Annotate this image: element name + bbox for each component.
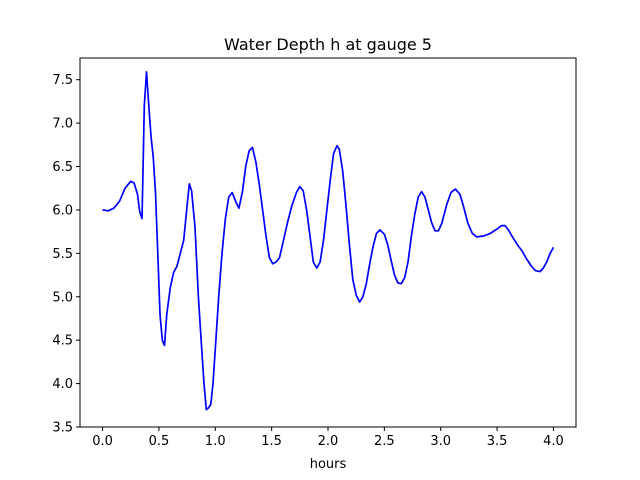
x-tick-label: 1.5 <box>261 434 282 449</box>
y-tick-label: 6.5 <box>52 160 73 175</box>
x-tick-label: 1.0 <box>205 434 226 449</box>
y-tick-label: 4.5 <box>52 334 73 349</box>
series-line <box>102 71 555 411</box>
x-tick-label: 0.0 <box>92 434 113 449</box>
x-axis: 0.0 0.5 1.0 1.5 2.0 2.5 3.0 3.5 4.0 <box>92 427 564 449</box>
y-tick-label: 7.0 <box>52 117 73 132</box>
x-tick-label: 2.5 <box>374 434 395 449</box>
x-tick-label: 3.0 <box>430 434 451 449</box>
y-tick-label: 5.5 <box>52 247 73 262</box>
x-axis-label: hours <box>310 457 347 472</box>
x-tick-label: 4.0 <box>543 434 564 449</box>
y-tick-label: 7.5 <box>52 73 73 88</box>
y-axis: 3.5 4.0 4.5 5.0 5.5 6.0 6.5 7.0 7.5 <box>52 73 80 436</box>
series-layer <box>102 71 555 411</box>
y-tick-label: 5.0 <box>52 290 73 305</box>
y-tick-label: 4.0 <box>52 377 73 392</box>
y-tick-label: 3.5 <box>52 421 73 436</box>
x-tick-label: 2.0 <box>318 434 339 449</box>
plot-area <box>79 57 577 428</box>
x-tick-label: 3.5 <box>487 434 508 449</box>
chart-title: Water Depth h at gauge 5 <box>224 35 432 54</box>
y-tick-label: 6.0 <box>52 203 73 218</box>
x-tick-label: 0.5 <box>149 434 170 449</box>
